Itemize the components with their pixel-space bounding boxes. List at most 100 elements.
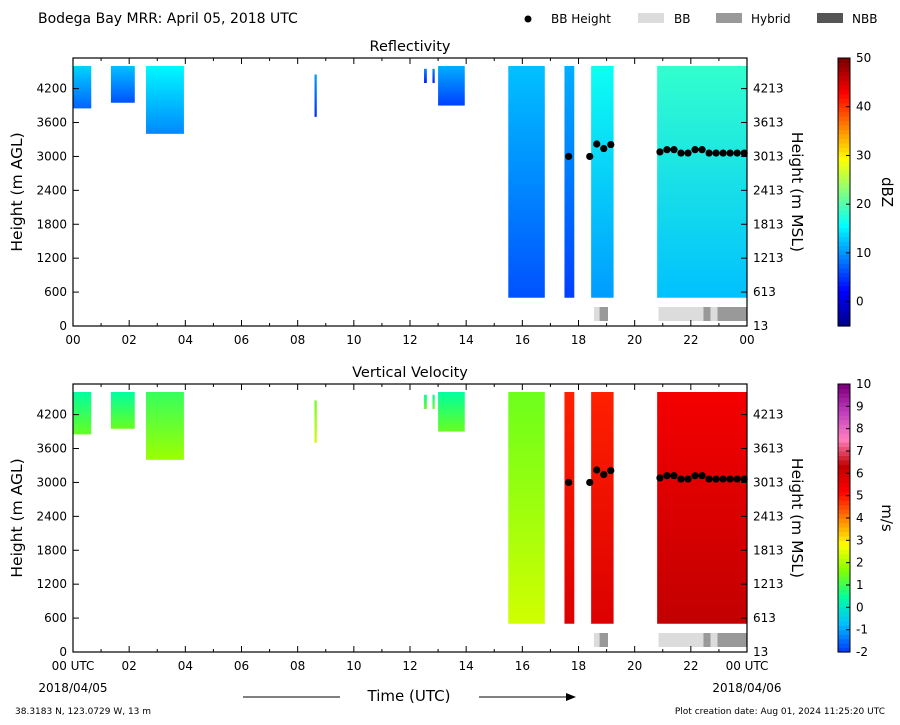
vertical-velocity-colorbar-tick-label: 1 — [856, 578, 864, 592]
reflectivity-x-tick-label: 06 — [234, 333, 249, 347]
vertical-velocity-colorbar-step — [838, 477, 850, 483]
vertical-velocity-colorbar-step — [838, 384, 850, 390]
reflectivity-echo-segment — [591, 66, 614, 298]
reflectivity-title: Reflectivity — [370, 39, 451, 55]
vertical-velocity-bb-height-point — [607, 466, 615, 475]
vertical-velocity-y2-tick-label: 1813 — [753, 543, 784, 557]
vertical-velocity-colorbar-step — [838, 522, 850, 528]
reflectivity-y2-tick-label: 1213 — [753, 251, 784, 265]
vertical-velocity-y-tick-label: 3600 — [36, 442, 67, 456]
vertical-velocity-bb-height-point — [565, 478, 573, 487]
time-axis-label: Time (UTC) — [367, 687, 451, 705]
reflectivity-y-tick-label: 4200 — [36, 82, 67, 96]
reflectivity-y2-tick-label: 613 — [753, 285, 776, 299]
vertical-velocity-x-tick-label: 20 — [627, 659, 642, 673]
reflectivity-bb-height-point — [670, 146, 678, 154]
vertical-velocity-y2-axis-label: Height (m MSL) — [788, 458, 806, 578]
vertical-velocity-colorbar-step — [838, 544, 850, 550]
vertical-velocity-y2-tick-label: 613 — [753, 611, 776, 625]
reflectivity-colorbar-step — [838, 308, 850, 314]
time-axis-footer: 2018/04/05 2018/04/06 Time (UTC) 38.3183… — [15, 681, 885, 717]
vertical-velocity-bb-type-bb — [658, 633, 704, 647]
reflectivity-bb-height-point — [565, 152, 573, 161]
vertical-velocity-colorbar-tick-label: 10 — [856, 377, 871, 391]
vertical-velocity-bb-type-hybrid — [599, 633, 608, 647]
reflectivity-echo-segment — [110, 66, 135, 103]
reflectivity-bb-type-hybrid — [717, 307, 747, 321]
vertical-velocity-colorbar-step — [838, 549, 850, 555]
reflectivity-echo-segment — [146, 66, 184, 134]
vertical-velocity-colorbar-tick-label: -1 — [856, 623, 868, 637]
vertical-velocity-x-tick-label: 16 — [515, 659, 530, 673]
vertical-velocity-echo-segment — [110, 392, 135, 429]
reflectivity-y-tick-label: 1200 — [36, 251, 67, 265]
vertical-velocity-echo-segment — [564, 392, 575, 624]
vertical-velocity-y2-tick-label: 4213 — [753, 408, 784, 422]
vertical-velocity-colorbar-step — [838, 518, 850, 524]
reflectivity-x-tick-label: 10 — [346, 333, 361, 347]
reflectivity-colorbar-step — [838, 241, 850, 247]
reflectivity-bb-height-point — [684, 149, 692, 157]
reflectivity-bb-height-point — [698, 146, 706, 154]
vertical-velocity-bb-height-point — [677, 475, 685, 483]
vertical-velocity-colorbar-step — [838, 500, 850, 506]
reflectivity-y2-axis-label: Height (m MSL) — [788, 132, 806, 252]
legend-hybrid-swatch — [716, 13, 742, 23]
reflectivity-colorbar-step — [838, 169, 850, 175]
reflectivity-colorbar-step — [838, 71, 850, 77]
plot-creation-date: Plot creation date: Aug 01, 2024 11:25:2… — [675, 707, 885, 717]
reflectivity-colorbar-step — [838, 107, 850, 113]
figure-title: Bodega Bay MRR: April 05, 2018 UTC — [38, 11, 298, 27]
reflectivity-bb-type-hybrid — [599, 307, 608, 321]
vertical-velocity-bb-height-point — [691, 472, 699, 480]
vertical-velocity-echo-segment — [438, 392, 465, 432]
reflectivity-colorbar-tick-label: 50 — [856, 51, 871, 65]
vertical-velocity-colorbar-step — [838, 567, 850, 573]
reflectivity-colorbar-step — [838, 254, 850, 260]
reflectivity-bb-height-point — [663, 146, 671, 154]
reflectivity-bb-height-point — [656, 148, 664, 156]
vertical-velocity-colorbar-step — [838, 486, 850, 492]
reflectivity-colorbar-step — [838, 303, 850, 309]
reflectivity-y-tick-label: 600 — [44, 285, 67, 299]
reflectivity-colorbar-step — [838, 165, 850, 171]
reflectivity-y2-tick-label: 1813 — [753, 217, 784, 231]
vertical-velocity-colorbar-step — [838, 509, 850, 515]
reflectivity-bb-type-bb — [658, 307, 704, 321]
vertical-velocity-colorbar-step — [838, 428, 850, 434]
vertical-velocity-colorbar-step — [838, 607, 850, 613]
vertical-velocity-bb-height-point — [705, 475, 713, 483]
vertical-velocity-colorbar-step — [838, 571, 850, 577]
vertical-velocity-colorbar-tick-label: 3 — [856, 533, 864, 547]
reflectivity-echo-segment — [438, 66, 465, 106]
vertical-velocity-x-tick-label: 22 — [683, 659, 698, 673]
reflectivity-colorbar-step — [838, 214, 850, 220]
vertical-velocity-x-tick-label: 08 — [290, 659, 305, 673]
vertical-velocity-x-tick-label: 04 — [178, 659, 193, 673]
reflectivity-colorbar-step — [838, 156, 850, 162]
vertical-velocity-x-tick-label: 00 UTC — [52, 659, 95, 673]
vertical-velocity-y-tick-label: 600 — [44, 611, 67, 625]
vertical-velocity-bb-height-point — [719, 475, 727, 483]
reflectivity-bb-height-point — [733, 149, 741, 157]
reflectivity-colorbar-tick-label: 40 — [856, 100, 871, 114]
start-date-label: 2018/04/05 — [38, 681, 107, 695]
vertical-velocity-colorbar-step — [838, 451, 850, 457]
reflectivity-x-tick-label: 22 — [683, 333, 698, 347]
legend-nbb-swatch — [817, 13, 843, 23]
reflectivity-colorbar-step — [838, 294, 850, 300]
vertical-velocity-x-tick-label: 12 — [402, 659, 417, 673]
vertical-velocity-colorbar-step — [838, 535, 850, 541]
vertical-velocity-x-tick-label: 14 — [459, 659, 474, 673]
vertical-velocity-colorbar-step — [838, 406, 850, 412]
vertical-velocity-bb-height-point — [726, 475, 734, 483]
vertical-velocity-colorbar-step — [838, 455, 850, 461]
vertical-velocity-y2-tick-label: 2413 — [753, 509, 784, 523]
vertical-velocity-y-tick-label: 1200 — [36, 577, 67, 591]
vertical-velocity-colorbar-step — [838, 504, 850, 510]
reflectivity-y2-tick-label: 3613 — [753, 116, 784, 130]
reflectivity-bb-height-point — [740, 149, 748, 157]
reflectivity-bb-height-point — [677, 149, 685, 157]
vertical-velocity-y-tick-label: 1800 — [36, 543, 67, 557]
